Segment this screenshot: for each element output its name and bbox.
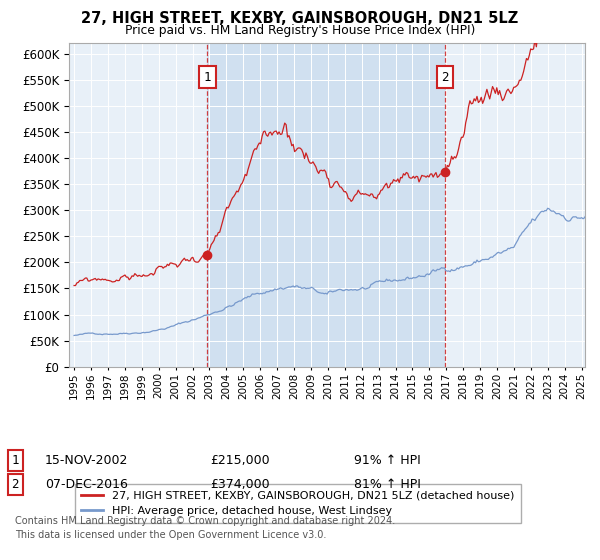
- Text: Price paid vs. HM Land Registry's House Price Index (HPI): Price paid vs. HM Land Registry's House …: [125, 24, 475, 37]
- Text: 1: 1: [11, 454, 19, 467]
- Text: 91% ↑ HPI: 91% ↑ HPI: [354, 454, 421, 467]
- Text: £215,000: £215,000: [210, 454, 269, 467]
- Text: 2: 2: [11, 478, 19, 491]
- Text: 07-DEC-2016: 07-DEC-2016: [45, 478, 128, 491]
- Text: 15-NOV-2002: 15-NOV-2002: [45, 454, 128, 467]
- Text: Contains HM Land Registry data © Crown copyright and database right 2024.
This d: Contains HM Land Registry data © Crown c…: [15, 516, 395, 539]
- Text: 27, HIGH STREET, KEXBY, GAINSBOROUGH, DN21 5LZ: 27, HIGH STREET, KEXBY, GAINSBOROUGH, DN…: [82, 11, 518, 26]
- Bar: [208, 43, 445, 367]
- Legend: 27, HIGH STREET, KEXBY, GAINSBOROUGH, DN21 5LZ (detached house), HPI: Average pr: 27, HIGH STREET, KEXBY, GAINSBOROUGH, DN…: [74, 484, 521, 523]
- Text: 81% ↑ HPI: 81% ↑ HPI: [354, 478, 421, 491]
- Text: £374,000: £374,000: [210, 478, 269, 491]
- Text: 2: 2: [441, 71, 449, 83]
- Text: 1: 1: [203, 71, 211, 83]
